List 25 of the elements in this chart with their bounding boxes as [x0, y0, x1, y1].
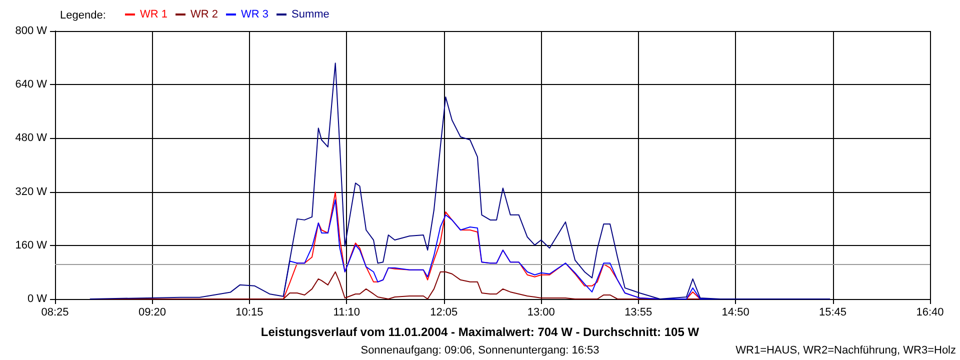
legend-title: Legende:	[60, 10, 106, 22]
x-tick-label: 13:00	[527, 306, 555, 318]
x-tick-label: 16:40	[916, 306, 944, 318]
y-tick-label: 320 W	[15, 186, 48, 198]
legend-label: WR 1	[140, 8, 168, 20]
x-tick-label: 13:55	[624, 306, 652, 318]
x-tick-label: 15:45	[819, 306, 847, 318]
y-tick-label: 160 W	[15, 239, 48, 252]
x-tick-label: 11:10	[333, 306, 360, 318]
x-tick-label: 14:50	[722, 306, 750, 318]
x-tick-label: 12:05	[430, 306, 458, 318]
text: Sonnenaufgang: 09:06, Sonnenuntergang: 16:53	[360, 344, 600, 356]
y-tick-label: 0 W	[27, 293, 48, 305]
legend-label: Summe	[292, 8, 330, 20]
y-tick-label: 640 W	[15, 78, 48, 91]
text: WR1=HAUS, WR2=Nachführung, WR3=Holz	[736, 344, 956, 356]
legend-label: WR 3	[241, 8, 268, 20]
y-tick-label: 800 W	[15, 25, 48, 37]
x-tick-label: 10:15	[236, 306, 264, 318]
legend-label: WR 2	[190, 8, 218, 20]
y-tick-label: 480 W	[15, 132, 48, 144]
text: Leistungsverlauf vom 11.01.2004 - Maximalwert: 704 W - Durchschnitt: 105 W	[260, 325, 700, 339]
line-series	[90, 62, 830, 300]
x-tick-label: 09:20	[138, 306, 166, 318]
x-tick-label: 08:25	[41, 306, 69, 318]
